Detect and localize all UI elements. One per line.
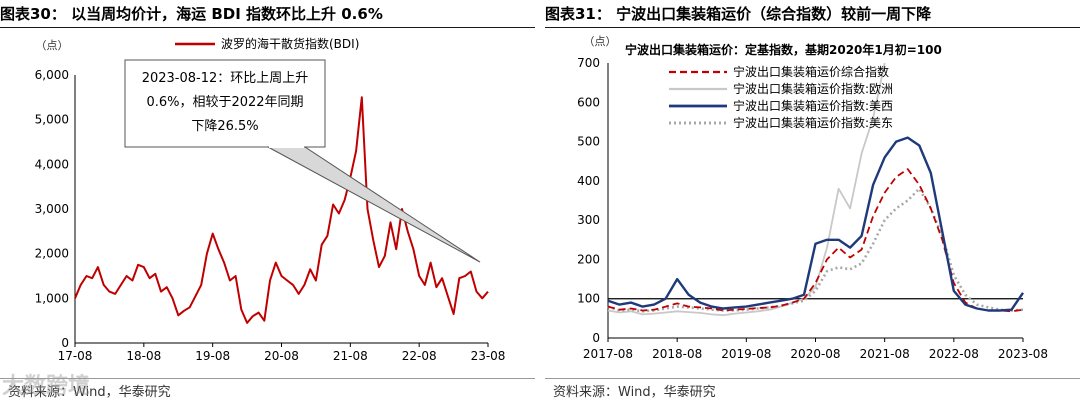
figure-title: 图表30： 以当周均价计，海运 BDI 指数环比上升 0.6%: [0, 2, 535, 26]
x-tick-label: 21-08: [333, 349, 368, 363]
x-tick-label: 2020-08: [790, 347, 840, 361]
series-line-useast: [607, 187, 1024, 313]
y-tick-label: 1,000: [35, 291, 69, 305]
x-tick-label: 19-08: [195, 349, 230, 363]
annotation-text-line: 2023-08-12：环比上周上升: [142, 71, 309, 86]
bdi-chart: （点） 0 1,000 2,000 3,000 4,000 5,000 6,000 17-08 1…: [35, 36, 506, 363]
legend-label-bdi: 波罗的海干散货指数(BDI): [221, 36, 359, 51]
x-tick-label: 2018-08: [652, 347, 702, 361]
y-tick-label: 300: [577, 213, 600, 227]
x-tick-label: 2017-08: [583, 347, 633, 361]
y-tick-label: 4,000: [35, 157, 69, 171]
y-tick-label: 400: [577, 174, 600, 188]
x-tick-label: 18-08: [126, 349, 161, 363]
y-tick-label: 500: [577, 135, 600, 149]
annotation-text-line: 下降26.5%: [191, 119, 258, 134]
legend-label-composite: 宁波出口集装箱运价综合指数: [733, 64, 889, 79]
y-tick-label: 0: [61, 336, 69, 350]
y-tick-label: 700: [577, 56, 600, 70]
y-unit-label: （点）: [36, 39, 69, 52]
figure-title-text: 宁波出口集装箱运价（综合指数）较前一周下降: [616, 5, 932, 23]
series-line-composite: [607, 168, 1024, 313]
x-tick-label: 2019-08: [721, 347, 771, 361]
series-line-uswest: [607, 136, 1024, 312]
x-tick-label: 17-08: [58, 349, 93, 363]
x-tick-label: 20-08: [264, 349, 299, 363]
ningbo-chart: （点） 宁波出口集装箱运价：定基指数，基期2020年1月初=100 0 100 200 3…: [577, 35, 1048, 361]
watermark: 大数跨境: [2, 374, 91, 399]
x-tick-label: 22-08: [402, 349, 437, 363]
chart-panel-ningbo: 图表31： 宁波出口集装箱运价（综合指数）较前一周下降 （点） 宁波出口集装箱运价…: [545, 0, 1080, 404]
annotation-box: [124, 59, 326, 148]
y-tick-label: 600: [577, 95, 600, 109]
source-note: 资料来源：Wind，华泰研究: [8, 385, 171, 400]
series-line-europe: [607, 62, 886, 317]
x-tick-label: 2022-08: [929, 347, 979, 361]
source-rule: [0, 378, 535, 379]
y-tick-label: 6,000: [35, 68, 69, 82]
x-tick-label: 2023-08: [998, 347, 1048, 361]
series-line-bdi: [74, 96, 489, 324]
y-unit-label: （点）: [584, 35, 617, 48]
figure-title: 图表31： 宁波出口集装箱运价（综合指数）较前一周下降: [545, 2, 1080, 26]
figure-title-text: 以当周均价计，海运 BDI 指数环比上升 0.6%: [71, 5, 383, 23]
title-rule: [0, 27, 535, 28]
y-tick-label: 100: [577, 292, 600, 306]
figure-label: 图表31：: [545, 5, 611, 23]
y-tick-label: 0: [592, 331, 600, 345]
x-tick-label: 23-08: [471, 349, 506, 363]
x-tick-label: 2021-08: [860, 347, 910, 361]
source-rule: [545, 378, 1080, 379]
y-tick-label: 200: [577, 252, 600, 266]
annotation-text-line: 0.6%，相较于2022年同期: [146, 95, 303, 110]
figure-label: 图表30：: [0, 5, 66, 23]
y-tick-label: 3,000: [35, 202, 69, 216]
y-tick-label: 2,000: [35, 247, 69, 261]
chart-panel-bdi: 图表30： 以当周均价计，海运 BDI 指数环比上升 0.6% （点） 0 1,00…: [0, 0, 535, 404]
source-note: 资料来源：Wind，华泰研究: [553, 385, 716, 400]
legend-label-useast: 宁波出口集装箱运价指数:美东: [733, 115, 893, 130]
chart-subtitle: 宁波出口集装箱运价：定基指数，基期2020年1月初=100: [625, 42, 942, 57]
legend-label-uswest: 宁波出口集装箱运价指数:美西: [733, 98, 893, 113]
legend-label-europe: 宁波出口集装箱运价指数:欧洲: [733, 81, 893, 96]
y-tick-label: 5,000: [35, 113, 69, 127]
title-rule: [545, 27, 1080, 28]
